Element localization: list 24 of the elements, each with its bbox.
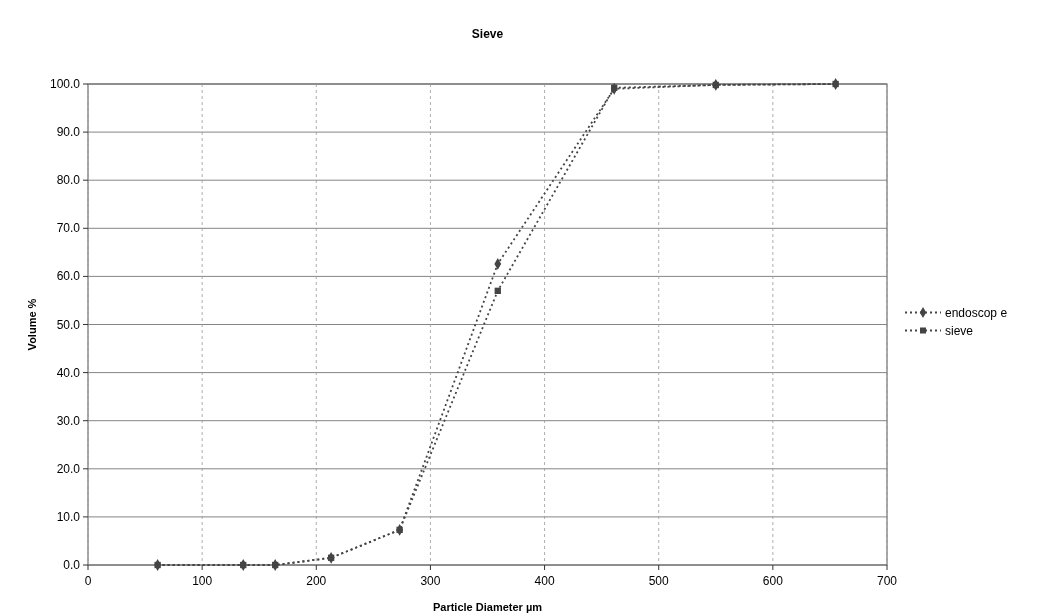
y-tick-label: 20.0 (56, 461, 81, 476)
y-tick-label: 50.0 (56, 317, 81, 332)
x-tick-label: 100 (192, 574, 213, 588)
y-axis-title: Volume % (26, 298, 38, 351)
y-tick-label: 10.0 (56, 509, 81, 524)
x-tick-label: 200 (306, 574, 327, 588)
y-tick-label: 0.0 (63, 558, 81, 572)
x-tick-label: 500 (648, 574, 670, 588)
x-tick-label: 0 (84, 574, 92, 588)
x-tick-label: 700 (876, 574, 898, 588)
y-tick-label: 30.0 (56, 413, 81, 428)
legend-label: sieve (945, 323, 974, 338)
y-tick-label: 60.0 (56, 269, 81, 284)
y-tick-label: 40.0 (56, 365, 81, 380)
x-axis-title: Particle Diameter µm (432, 601, 543, 613)
x-tick-label: 400 (534, 574, 555, 588)
legend-label: endoscop e (945, 305, 1008, 320)
x-tick-label: 300 (420, 574, 441, 588)
y-tick-label: 70.0 (56, 221, 81, 236)
x-tick-label: 600 (762, 574, 784, 588)
y-tick-label: 100.0 (49, 77, 81, 91)
chart-title: Sieve (471, 27, 504, 41)
y-tick-label: 80.0 (56, 173, 81, 188)
y-tick-label: 90.0 (56, 125, 81, 140)
